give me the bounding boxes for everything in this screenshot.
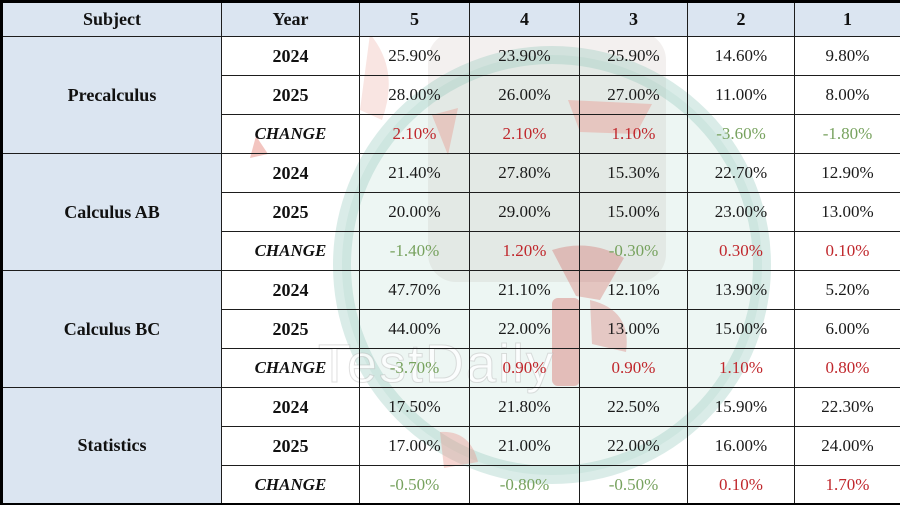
change-value-cell: 0.30% xyxy=(687,231,795,271)
score-value-cell: 6.00% xyxy=(794,309,900,349)
score-value-cell: 21.40% xyxy=(359,153,470,193)
header-cell-3: 3 xyxy=(579,1,688,37)
score-value-cell: 15.00% xyxy=(579,192,688,232)
table-row: CHANGE -0.50% -0.80% -0.50% 0.10% 1.70% xyxy=(2,465,900,505)
score-value-cell: 22.50% xyxy=(579,387,688,427)
score-value-cell: 24.00% xyxy=(794,426,900,466)
change-label-cell: CHANGE xyxy=(221,231,360,271)
score-value-cell: 13.90% xyxy=(687,270,795,310)
year-cell: 2025 xyxy=(221,75,360,115)
score-value-cell: 12.10% xyxy=(579,270,688,310)
score-value-cell: 13.00% xyxy=(794,192,900,232)
score-value-cell: 14.60% xyxy=(687,36,795,76)
subject-cell: Precalculus xyxy=(1,36,222,154)
year-cell: 2024 xyxy=(221,153,360,193)
change-value-cell: 2.10% xyxy=(359,114,470,154)
change-value-cell: 1.10% xyxy=(579,114,688,154)
score-value-cell: 23.90% xyxy=(469,36,580,76)
score-value-cell: 5.20% xyxy=(794,270,900,310)
score-value-cell: 26.00% xyxy=(469,75,580,115)
year-cell: 2025 xyxy=(221,192,360,232)
score-value-cell: 17.50% xyxy=(359,387,470,427)
score-value-cell: 22.30% xyxy=(794,387,900,427)
score-value-cell: 25.90% xyxy=(579,36,688,76)
score-value-cell: 12.90% xyxy=(794,153,900,193)
score-value-cell: 21.00% xyxy=(469,426,580,466)
score-value-cell: 17.00% xyxy=(359,426,470,466)
score-value-cell: 21.10% xyxy=(469,270,580,310)
score-value-cell: 22.00% xyxy=(469,309,580,349)
table-row: 2025 20.00% 29.00% 15.00% 23.00% 13.00% xyxy=(2,192,900,232)
change-value-cell: 1.70% xyxy=(794,465,900,505)
year-cell: 2025 xyxy=(221,309,360,349)
score-value-cell: 16.00% xyxy=(687,426,795,466)
change-label-cell: CHANGE xyxy=(221,114,360,154)
header-cell-5: 5 xyxy=(359,1,470,37)
change-value-cell: -0.50% xyxy=(359,465,470,505)
score-value-cell: 13.00% xyxy=(579,309,688,349)
table-row: Statistics 2024 17.50% 21.80% 22.50% 15.90% 22… xyxy=(1,387,900,505)
table-row: 2025 17.00% 21.00% 22.00% 16.00% 24.00% xyxy=(2,426,900,466)
change-value-cell: 0.10% xyxy=(794,231,900,271)
header-cell-1: 1 xyxy=(794,1,900,37)
change-label-cell: CHANGE xyxy=(221,348,360,388)
year-cell: 2024 xyxy=(221,387,360,427)
score-value-cell: 11.00% xyxy=(687,75,795,115)
score-value-cell: 23.00% xyxy=(687,192,795,232)
change-value-cell: -3.60% xyxy=(687,114,795,154)
table-body: Precalculus 2024 25.90% 23.90% 25.90% 14.60% 9… xyxy=(1,36,900,505)
table-row: Precalculus 2024 25.90% 23.90% 25.90% 14.60% 9… xyxy=(1,36,900,154)
table-row: CHANGE 2.10% 2.10% 1.10% -3.60% -1.80% xyxy=(2,114,900,154)
header-cell-subject: Subject xyxy=(1,1,222,37)
score-value-cell: 44.00% xyxy=(359,309,470,349)
score-value-cell: 15.00% xyxy=(687,309,795,349)
score-value-cell: 47.70% xyxy=(359,270,470,310)
table-row: CHANGE -1.40% 1.20% -0.30% 0.30% 0.10% xyxy=(2,231,900,271)
score-value-cell: 28.00% xyxy=(359,75,470,115)
change-value-cell: -0.50% xyxy=(579,465,688,505)
year-cell: 2024 xyxy=(221,36,360,76)
change-value-cell: -1.80% xyxy=(794,114,900,154)
score-value-cell: 15.90% xyxy=(687,387,795,427)
score-value-cell: 27.80% xyxy=(469,153,580,193)
year-cell: 2024 xyxy=(221,270,360,310)
score-value-cell: 8.00% xyxy=(794,75,900,115)
table-row: Calculus AB 2024 21.40% 27.80% 15.30% 22.70% 1… xyxy=(1,153,900,271)
score-value-cell: 25.90% xyxy=(359,36,470,76)
change-value-cell: -1.40% xyxy=(359,231,470,271)
score-value-cell: 22.00% xyxy=(579,426,688,466)
change-value-cell: 0.90% xyxy=(579,348,688,388)
year-cell: 2025 xyxy=(221,426,360,466)
score-value-cell: 21.80% xyxy=(469,387,580,427)
change-value-cell: 0.80% xyxy=(794,348,900,388)
table-header-row: Subject Year 5 4 3 2 1 xyxy=(1,1,900,37)
change-value-cell: 1.10% xyxy=(687,348,795,388)
subject-cell: Calculus AB xyxy=(1,153,222,271)
score-value-cell: 29.00% xyxy=(469,192,580,232)
header-cell-2: 2 xyxy=(687,1,795,37)
header-row: Subject Year 5 4 3 2 1 xyxy=(1,1,900,37)
table-row: Calculus BC 2024 47.70% 21.10% 12.10% 13.90% 5… xyxy=(1,270,900,388)
score-value-cell: 15.30% xyxy=(579,153,688,193)
change-label-cell: CHANGE xyxy=(221,465,360,505)
change-value-cell: -0.30% xyxy=(579,231,688,271)
header-cell-4: 4 xyxy=(469,1,580,37)
score-value-cell: 20.00% xyxy=(359,192,470,232)
change-value-cell: 0.10% xyxy=(687,465,795,505)
change-value-cell: 1.20% xyxy=(469,231,580,271)
score-value-cell: 9.80% xyxy=(794,36,900,76)
score-value-cell: 27.00% xyxy=(579,75,688,115)
score-value-cell: 22.70% xyxy=(687,153,795,193)
subject-cell: Statistics xyxy=(1,387,222,505)
change-value-cell: -3.70% xyxy=(359,348,470,388)
header-cell-year: Year xyxy=(221,1,360,37)
change-value-cell: 2.10% xyxy=(469,114,580,154)
change-value-cell: -0.80% xyxy=(469,465,580,505)
subject-cell: Calculus BC xyxy=(1,270,222,388)
change-value-cell: 0.90% xyxy=(469,348,580,388)
